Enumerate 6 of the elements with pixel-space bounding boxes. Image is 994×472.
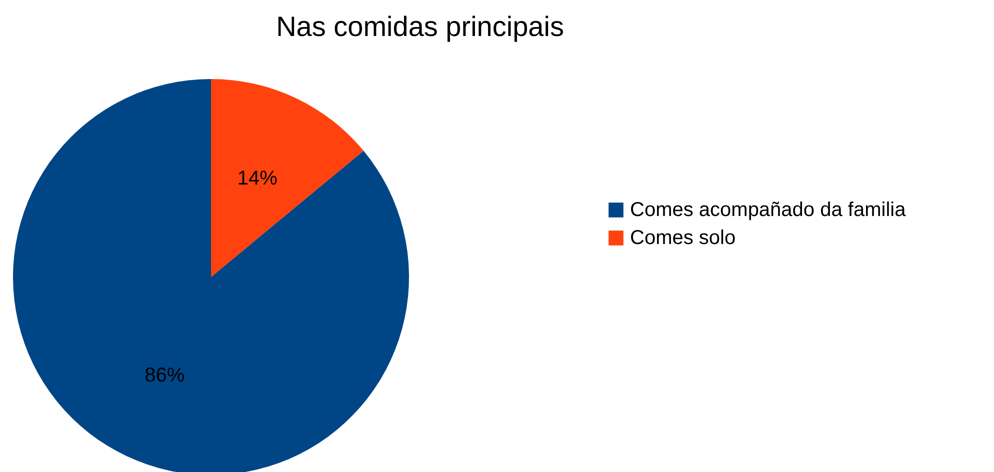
chart-title: Nas comidas principais: [276, 11, 564, 42]
data-label: 86%: [144, 364, 185, 387]
legend-label: Comes solo: [630, 227, 736, 249]
pie-slice: [211, 79, 364, 277]
data-label: 14%: [237, 167, 278, 190]
legend-label: Comes acompañado da familia: [630, 199, 907, 221]
